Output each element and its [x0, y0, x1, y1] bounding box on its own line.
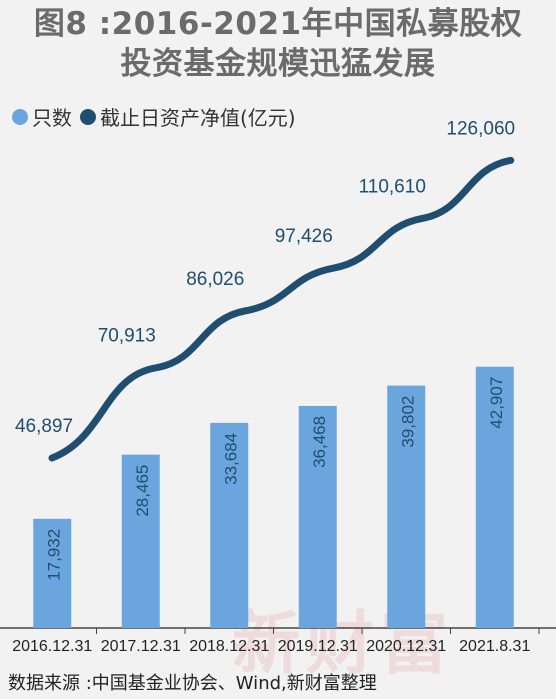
bar: [121, 454, 160, 628]
legend-line-swatch-icon: [80, 108, 96, 125]
bar-value-label: 39,802: [398, 396, 417, 448]
bar: [33, 518, 72, 628]
chart-title-line1: 图8 :2016-2021年中国私募股权: [33, 6, 523, 42]
line-value-label: 126,060: [446, 118, 515, 139]
bar: [298, 405, 337, 628]
x-tick-label: 2021.8.31: [459, 638, 530, 655]
legend-line-label: 截止日资产净值(亿元): [100, 106, 296, 130]
legend-bar-swatch-icon: [12, 108, 28, 125]
line-value-label: 86,026: [186, 269, 244, 290]
x-tick-label: 2017.12.31: [101, 638, 181, 655]
line-value-label: 70,913: [98, 326, 156, 347]
bar: [210, 422, 249, 628]
legend-item-line: 截止日资产净值(亿元): [80, 102, 296, 131]
legend-item-bars: 只数: [12, 102, 72, 131]
data-source-note: 数据来源 :中国基金业协会、Wind,新财富整理: [8, 673, 377, 694]
chart-title-line2: 投资基金规模迅猛发展: [120, 46, 436, 82]
bar-value-label: 36,468: [310, 416, 329, 468]
bar: [387, 385, 426, 628]
x-tick-label: 2020.12.31: [366, 638, 446, 655]
series-line: [48, 156, 515, 462]
bar-value-label: 33,684: [221, 433, 240, 485]
bar-value-label: 42,907: [487, 377, 506, 429]
chart-legend: 只数 截止日资产净值(亿元): [12, 102, 304, 131]
x-tick-label: 2018.12.31: [189, 638, 269, 655]
legend-bars-label: 只数: [32, 106, 72, 130]
line-value-label: 110,610: [359, 176, 426, 197]
line-value-label: 46,897: [15, 416, 73, 437]
bar-value-label: 28,465: [133, 465, 152, 517]
x-tick-label: 2019.12.31: [278, 638, 358, 655]
line-value-label: 97,426: [275, 226, 333, 247]
bar: [475, 366, 514, 628]
bar-value-label: 17,932: [44, 529, 63, 581]
x-tick-label: 2016.12.31: [12, 638, 92, 655]
